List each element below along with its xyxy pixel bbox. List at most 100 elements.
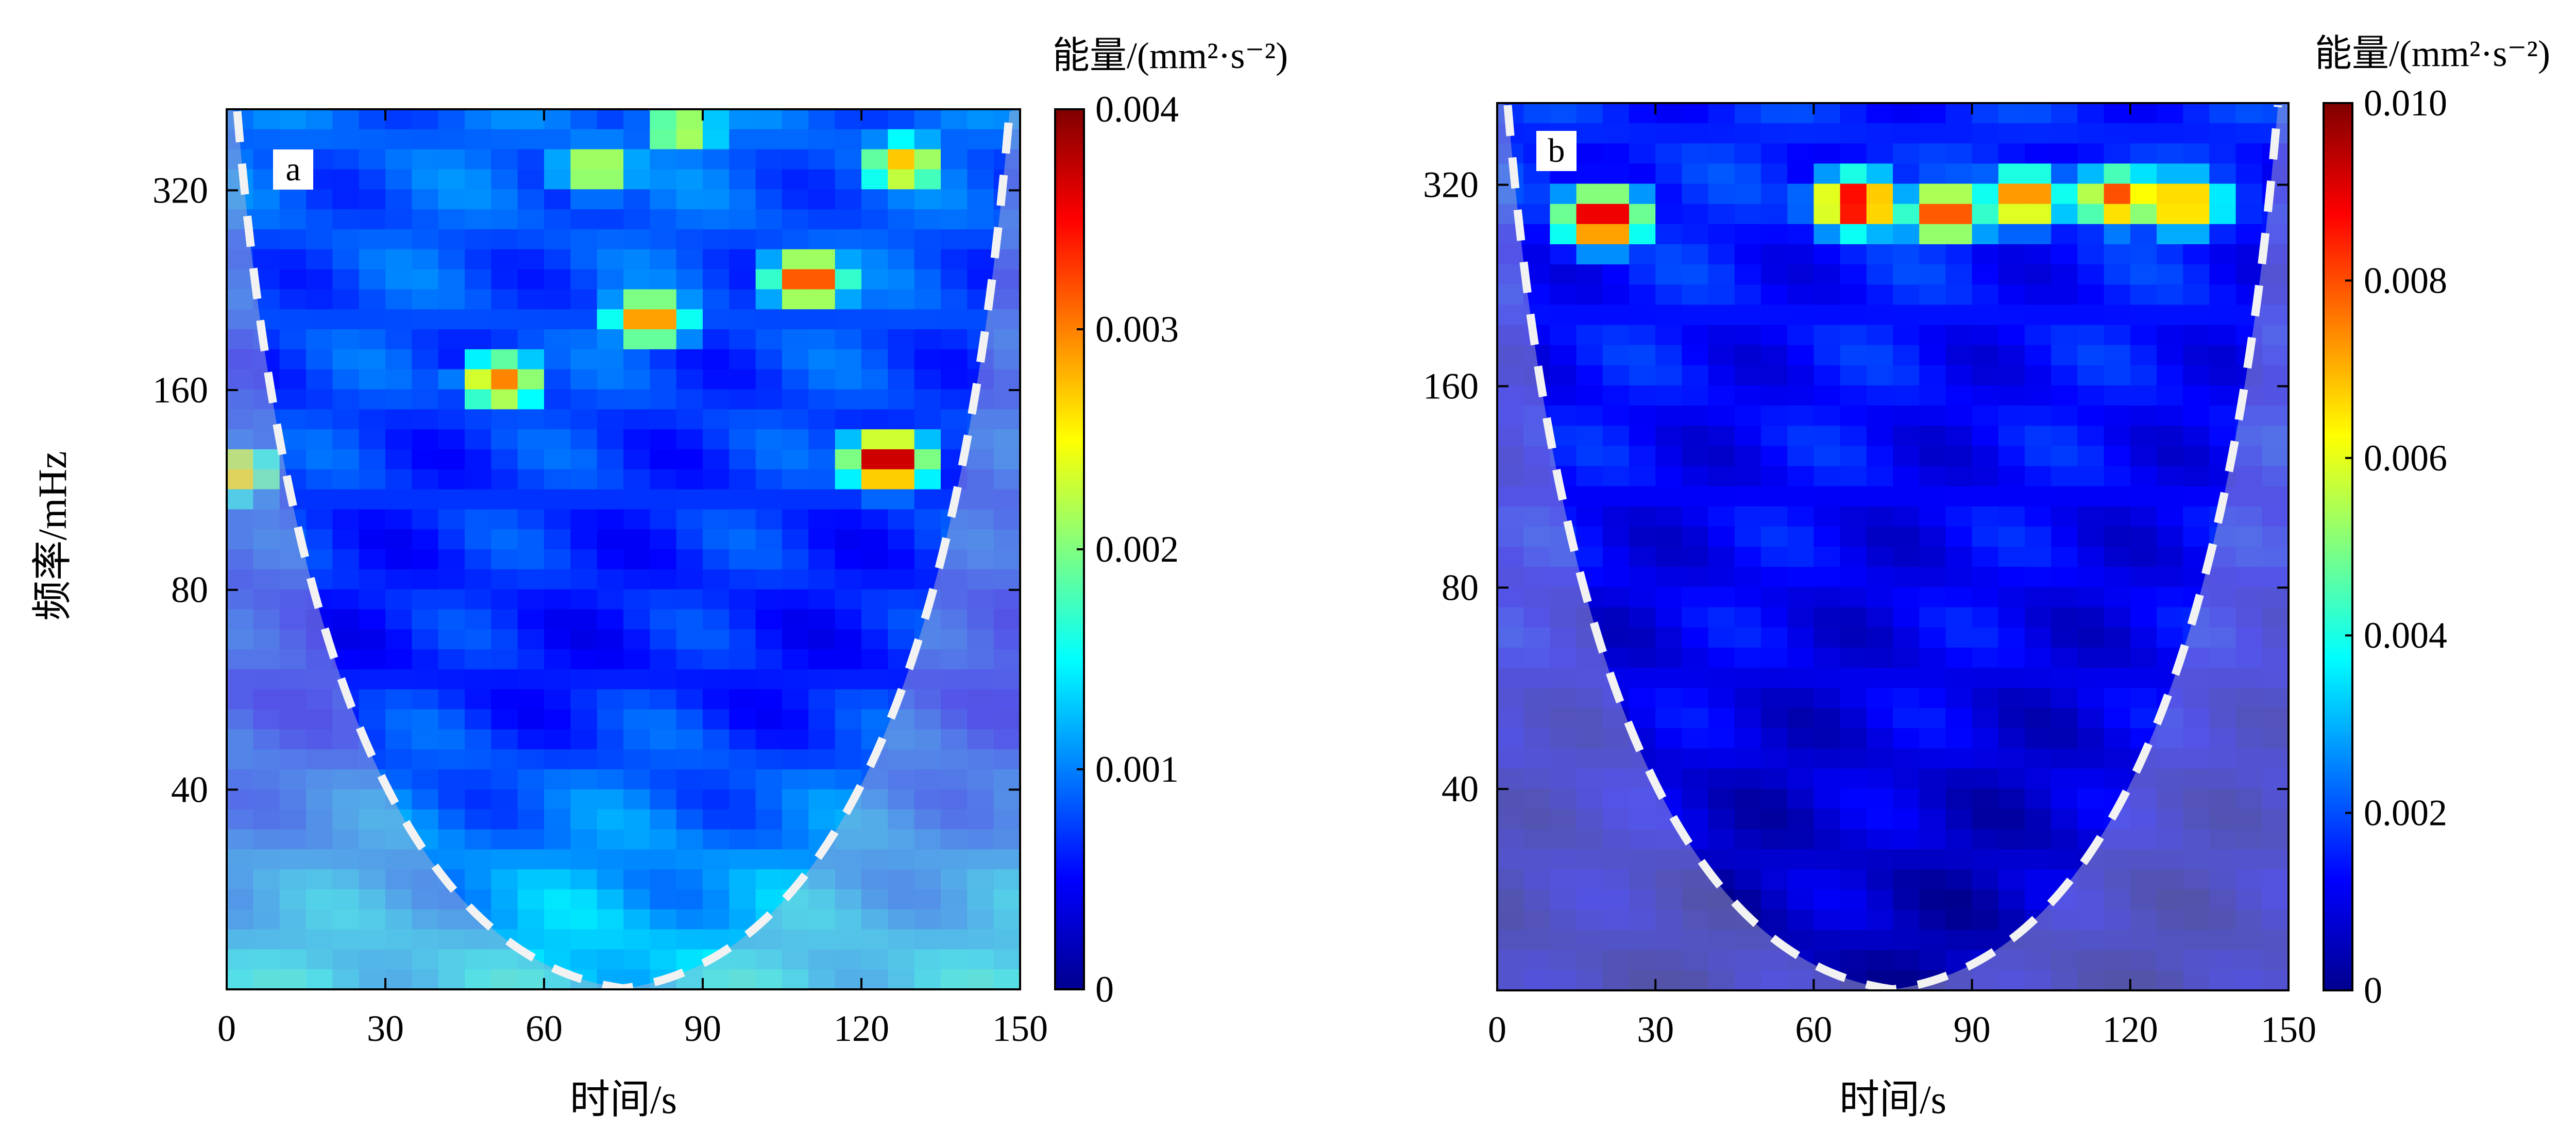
heatmap-cell: [227, 669, 254, 690]
heatmap-cell: [808, 949, 836, 970]
heatmap-cell: [2130, 264, 2157, 285]
heatmap-cell: [1682, 406, 1709, 427]
heatmap-cell: [1972, 889, 1999, 911]
heatmap-cell: [2183, 224, 2210, 245]
heatmap-cell: [888, 609, 915, 630]
heatmap-cells-a: [227, 109, 1020, 989]
heatmap-cell: [1787, 305, 1815, 326]
heatmap-cell: [1787, 970, 1815, 990]
heatmap-cell: [597, 609, 624, 630]
heatmap-cell: [1708, 829, 1735, 850]
heatmap-cell: [1682, 889, 1709, 911]
heatmap-cell: [332, 549, 360, 570]
heatmap-cell: [1523, 788, 1551, 810]
heatmap-cell: [1708, 244, 1735, 265]
heatmap-cell: [1497, 788, 1524, 810]
heatmap-cell: [1893, 163, 1920, 184]
heatmap-cell: [253, 929, 280, 950]
heatmap-cell: [597, 269, 624, 290]
heatmap-cell: [2262, 849, 2289, 870]
heatmap-cell: [1550, 284, 1577, 306]
heatmap-cell: [2051, 204, 2078, 225]
heatmap-cell: [808, 129, 836, 150]
heatmap-cell: [782, 189, 809, 210]
heatmap-cell: [1945, 426, 1973, 447]
heatmap-cell: [1787, 768, 1815, 789]
heatmap-cell: [412, 629, 439, 650]
heatmap-cell: [967, 569, 994, 590]
heatmap-cell: [1655, 627, 1683, 648]
heatmap-cell: [1682, 768, 1709, 789]
heatmap-cell: [888, 149, 915, 170]
heatmap-cell: [517, 709, 545, 730]
heatmap-cell: [1814, 909, 1841, 931]
heatmap-cell: [2262, 728, 2289, 749]
heatmap-cell: [1761, 264, 1788, 285]
heatmap-cell: [385, 189, 413, 210]
heatmap-cell: [1893, 768, 1920, 789]
heatmap-cell: [1893, 406, 1920, 427]
heatmap-cell: [1919, 647, 1946, 668]
heatmap-cell: [1761, 627, 1788, 648]
heatmap-cell: [703, 709, 730, 730]
heatmap-cell: [385, 489, 413, 510]
heatmap-cell: [385, 709, 413, 730]
heatmap-cell: [650, 729, 677, 750]
heatmap-cell: [676, 949, 703, 970]
heatmap-cell: [650, 189, 677, 210]
heatmap-cell: [2051, 385, 2078, 406]
heatmap-cell: [1550, 506, 1577, 527]
heatmap-cell: [1893, 869, 1920, 890]
heatmap-cell: [597, 409, 624, 430]
heatmap-cell: [2051, 305, 2078, 326]
heatmap-cell: [491, 849, 518, 870]
heatmap-cell: [650, 589, 677, 610]
heatmap-cell: [2104, 708, 2131, 729]
heatmap-cell: [1629, 788, 1656, 810]
heatmap-cell: [1734, 204, 1761, 225]
heatmap-cell: [1602, 103, 1630, 124]
heatmap-cell: [517, 209, 545, 230]
heatmap-cell: [1497, 768, 1524, 789]
heatmap-cell: [2051, 183, 2078, 205]
heatmap-cell: [2157, 748, 2184, 769]
heatmap-cell: [941, 109, 968, 130]
heatmap-cell: [1866, 667, 1893, 688]
heatmap-cell: [1602, 143, 1630, 164]
heatmap-cell: [703, 609, 730, 630]
heatmap-cell: [2130, 244, 2157, 265]
heatmap-cell: [1866, 647, 1893, 668]
heatmap-cell: [1919, 163, 1946, 184]
heatmap-cell: [914, 709, 941, 730]
heatmap-cell: [227, 249, 254, 270]
heatmap-cell: [782, 809, 809, 830]
heatmap-cell: [650, 489, 677, 510]
heatmap-cell: [676, 829, 703, 850]
heatmap-cell: [253, 449, 280, 470]
heatmap-cell: [1708, 204, 1735, 225]
heatmap-cell: [227, 609, 254, 630]
heatmap-cell: [306, 469, 333, 490]
heatmap-cell: [2104, 305, 2131, 326]
heatmap-cell: [1972, 123, 1999, 144]
heatmap-cell: [1602, 466, 1630, 487]
heatmap-cell: [385, 629, 413, 650]
heatmap-cell: [332, 829, 360, 850]
heatmap-cell: [1682, 103, 1709, 124]
heatmap-cell: [544, 509, 571, 530]
heatmap-cell: [597, 289, 624, 310]
heatmap-cell: [2183, 748, 2210, 769]
heatmap-cell: [835, 709, 862, 730]
heatmap-cell: [1998, 406, 2025, 427]
heatmap-cell: [1682, 284, 1709, 306]
heatmap-cell: [306, 489, 333, 510]
heatmap-cell: [1602, 123, 1630, 144]
heatmap-cell: [835, 569, 862, 590]
heatmap-cell: [1814, 708, 1841, 729]
heatmap-cell: [993, 929, 1020, 950]
heatmap-cell: [2183, 688, 2210, 709]
heatmap-cell: [1523, 849, 1551, 870]
heatmap-cell: [1576, 244, 1603, 265]
heatmap-cell: [623, 949, 651, 970]
heatmap-cell: [967, 669, 994, 690]
